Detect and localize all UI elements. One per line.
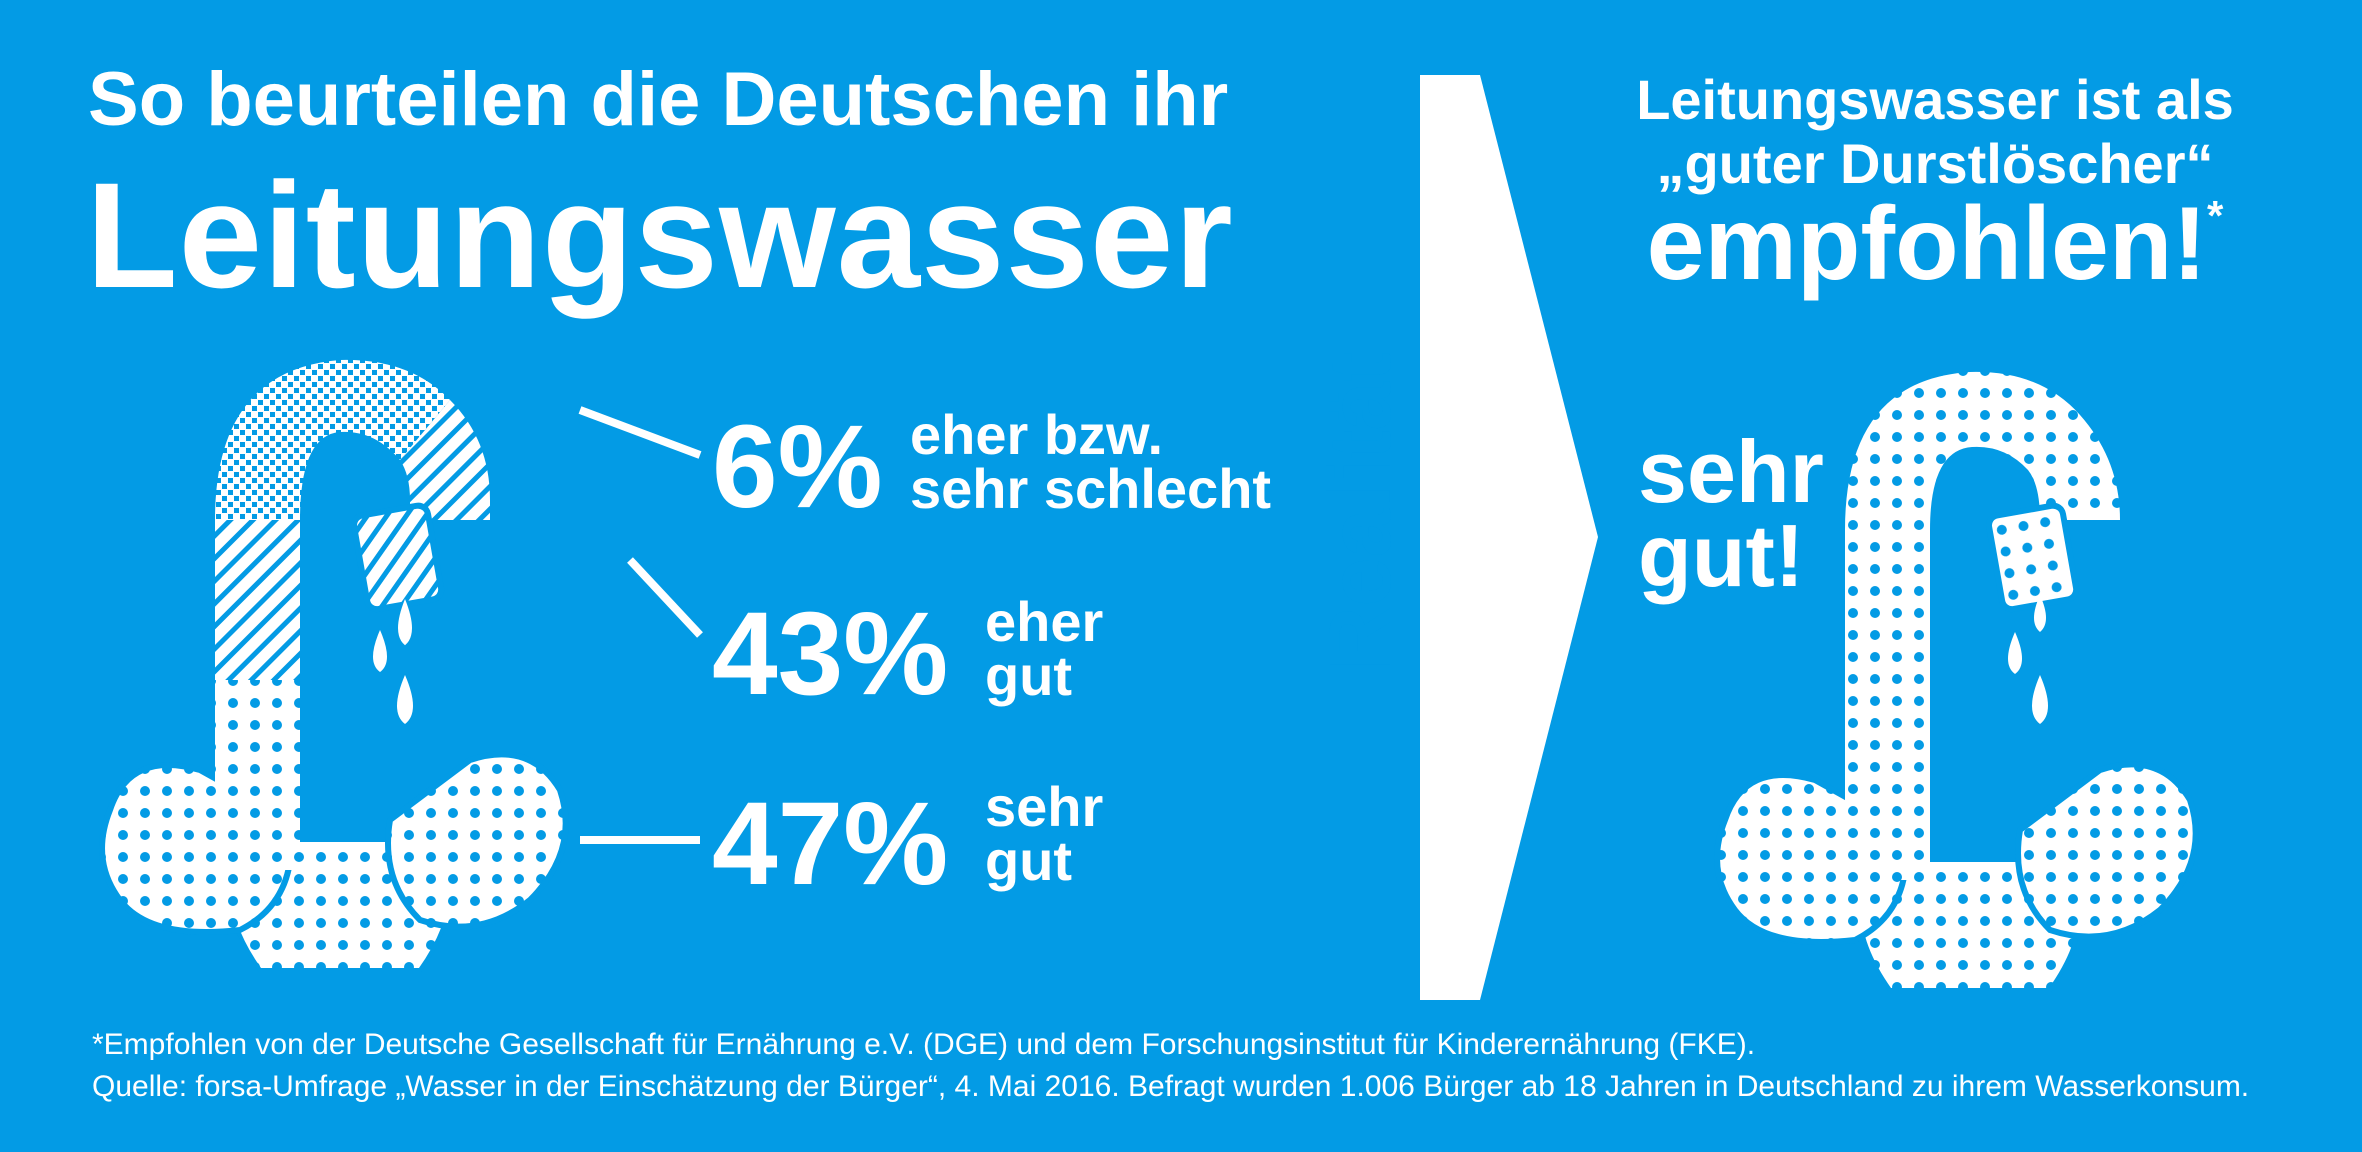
water-drop-icon xyxy=(2034,595,2046,632)
rating-label-very-good-line2: gut xyxy=(985,829,1073,892)
tap-label-line1: sehr xyxy=(1638,422,1824,521)
title-line-1: So beurteilen die Deutschen ihr xyxy=(88,57,1229,142)
footnote-asterisk: * xyxy=(2207,192,2224,239)
water-drop-icon xyxy=(397,675,413,724)
rating-percent-bad: 6% xyxy=(712,401,883,533)
footnote-line-2: Quelle: forsa-Umfrage „Wasser in der Ein… xyxy=(92,1070,2250,1103)
tap-label: sehr gut! xyxy=(1638,422,1824,605)
tap-label-line2: gut! xyxy=(1638,506,1805,605)
title-line-2: Leitungswasser xyxy=(86,151,1234,319)
right-heading-line-3: empfohlen! xyxy=(1646,186,2208,302)
water-drop-icon xyxy=(2032,675,2048,724)
rating-label-very-good: sehr gut xyxy=(985,775,1104,892)
rating-label-rather-good-line1: eher xyxy=(985,590,1104,653)
rating-label-bad-line2: sehr schlecht xyxy=(910,457,1272,520)
faucet-icon xyxy=(1714,371,2199,992)
rating-label-rather-good-line2: gut xyxy=(985,644,1073,707)
right-heading: Leitungswasser ist als „guter Durstlösch… xyxy=(1590,68,2280,297)
rating-label-rather-good: eher gut xyxy=(985,590,1104,707)
rating-label-very-good-line1: sehr xyxy=(985,775,1104,838)
rating-label-bad-line1: eher bzw. xyxy=(910,403,1164,466)
rating-percent-very-good: 47% xyxy=(712,778,949,910)
rating-percent-rather-good: 43% xyxy=(712,588,949,720)
right-heading-line-2: „guter Durstlöscher“ xyxy=(1656,132,2214,195)
banner-label: Realität xyxy=(1310,352,1409,670)
faucet-icon xyxy=(99,359,569,972)
footnote-line-1: *Empfohlen von der Deutsche Gesellschaft… xyxy=(92,1028,1756,1061)
right-heading-line-1: Leitungswasser ist als xyxy=(1636,68,2234,131)
water-drop-icon xyxy=(373,630,387,672)
rating-label-bad: eher bzw. sehr schlecht xyxy=(910,403,1272,520)
arrow-banner xyxy=(1420,75,1598,1000)
water-drop-icon xyxy=(2008,632,2022,674)
